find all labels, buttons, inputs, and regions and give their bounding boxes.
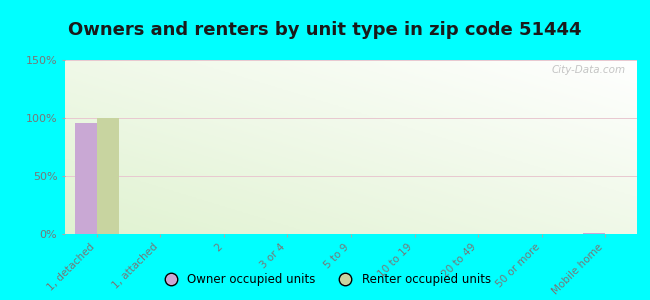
Bar bbox=[75, 123, 97, 234]
Bar bbox=[583, 233, 605, 234]
Bar bbox=[97, 118, 119, 234]
Legend: Owner occupied units, Renter occupied units: Owner occupied units, Renter occupied un… bbox=[154, 269, 496, 291]
Text: City-Data.com: City-Data.com bbox=[551, 65, 625, 75]
Text: Owners and renters by unit type in zip code 51444: Owners and renters by unit type in zip c… bbox=[68, 21, 582, 39]
